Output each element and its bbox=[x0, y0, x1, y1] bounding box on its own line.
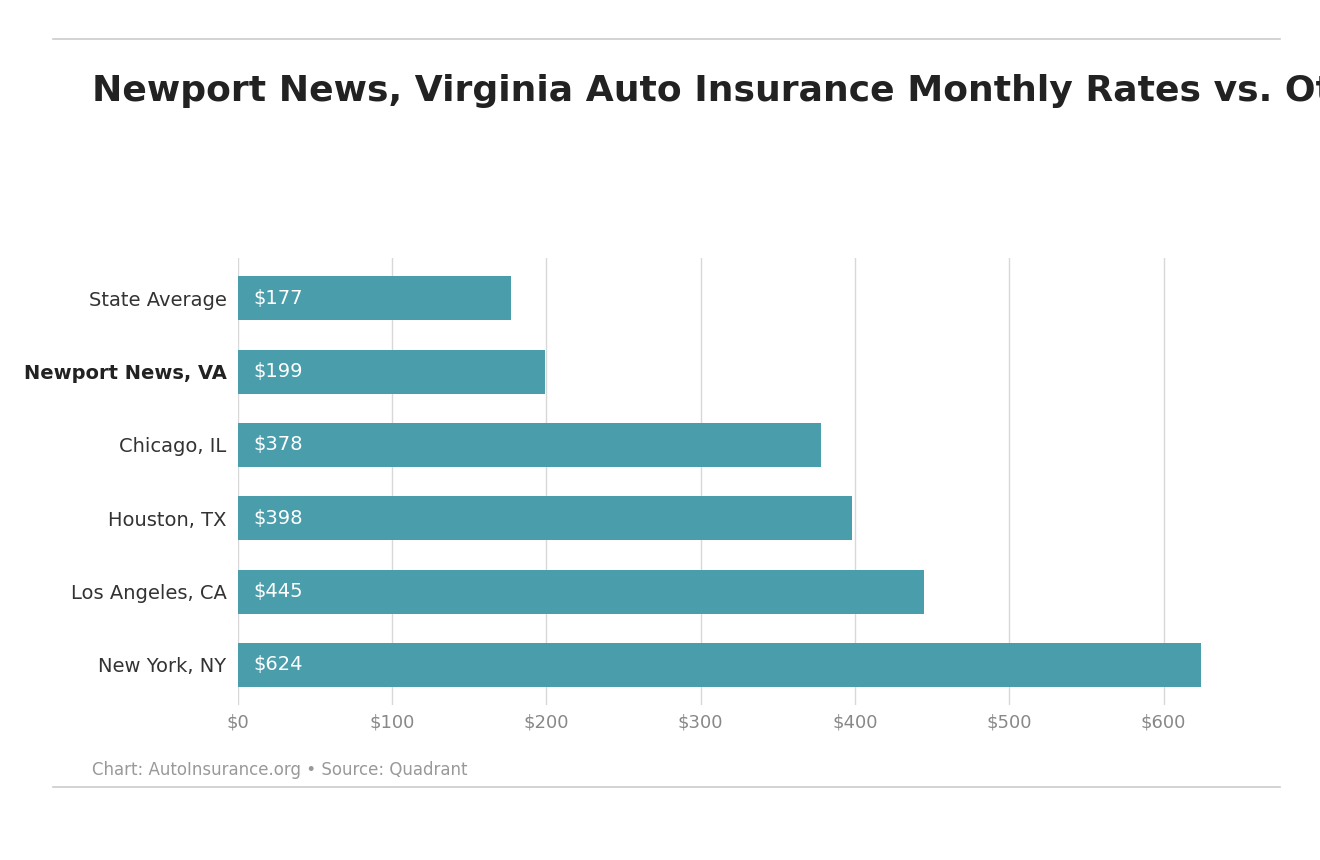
Text: $177: $177 bbox=[253, 289, 302, 308]
Text: Newport News, Virginia Auto Insurance Monthly Rates vs. Other U.S. Cities: Newport News, Virginia Auto Insurance Mo… bbox=[92, 73, 1320, 108]
Text: Chart: AutoInsurance.org • Source: Quadrant: Chart: AutoInsurance.org • Source: Quadr… bbox=[92, 761, 467, 779]
Bar bbox=[238, 423, 821, 467]
Bar bbox=[238, 569, 924, 613]
Text: $624: $624 bbox=[253, 655, 302, 674]
Bar bbox=[238, 496, 851, 540]
Bar bbox=[238, 350, 545, 394]
Text: $199: $199 bbox=[253, 362, 302, 381]
Text: $398: $398 bbox=[253, 509, 302, 528]
Bar bbox=[238, 276, 511, 320]
Text: $445: $445 bbox=[253, 582, 302, 601]
Text: $378: $378 bbox=[253, 435, 302, 454]
Bar bbox=[238, 643, 1201, 687]
